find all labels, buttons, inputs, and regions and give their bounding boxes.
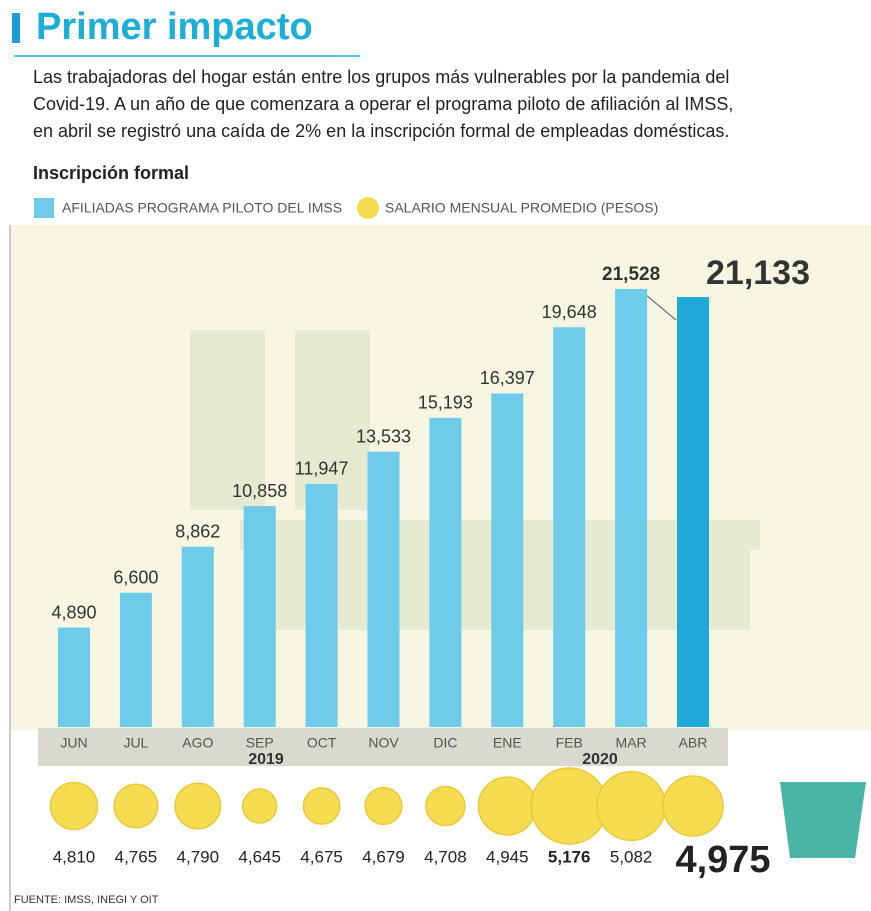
bar [58,628,90,727]
bar-value-label: 11,947 [295,459,349,479]
x-tick-label: FEB [556,735,583,751]
bar-value-label: 21,528 [602,264,660,285]
x-tick-label: ABR [679,735,708,751]
coin [303,788,339,824]
bar-value-label: 10,858 [232,481,287,501]
infographic: Primer impacto Las trabajadoras del hoga… [0,0,871,911]
x-tick-label: DIC [433,735,457,751]
chart-title: Primer impacto [36,6,313,48]
legend-swatch [34,198,54,218]
x-tick-label: AGO [182,735,213,751]
bar [182,547,214,727]
coin [114,784,157,827]
bar [429,418,461,727]
coin [175,783,220,828]
x-tick-label: JUL [123,735,148,751]
coin-value-label: 4,790 [177,847,220,866]
bucket-body [780,782,866,858]
coin [243,789,277,823]
subtitle: Inscripción formal [33,163,189,183]
coin-value-label: 4,675 [300,847,343,866]
bar-value-label: 15,193 [418,393,473,413]
coin [597,772,666,841]
coin-value-label: 4,945 [486,847,529,866]
legend-label: SALARIO MENSUAL PROMEDIO (PESOS) [385,200,658,216]
bar [615,289,647,727]
x-tick-label: SEP [246,735,274,751]
coin-value-label: 5,176 [548,847,591,866]
coin-value-label: 4,708 [424,847,467,866]
description-line: Covid-19. A un año de que comenzara a op… [33,94,733,114]
coin [50,782,97,829]
shelf [295,330,370,510]
coin [478,777,536,835]
year-label: 2020 [582,751,618,768]
coin-value-label: 4,975 [675,839,770,881]
bar-value-label: 19,648 [542,302,597,322]
legend-label: AFILIADAS PROGRAMA PILOTO DEL IMSS [62,200,342,216]
legend-coin [357,197,379,219]
coin-value-label: 4,645 [238,847,281,866]
coin-value-label: 5,082 [610,847,653,866]
bar [491,393,523,727]
coin-value-label: 4,810 [53,847,96,866]
title-marker [12,13,20,43]
x-tick-label: JUN [60,735,87,751]
bar-value-label: 13,533 [356,426,411,446]
bar-value-label: 8,862 [175,521,220,541]
bar [553,327,585,727]
bar [244,506,276,727]
coin [426,787,465,826]
bar-value-label: 16,397 [480,368,535,388]
x-tick-label: ENE [493,735,522,751]
bar [306,484,338,727]
x-tick-label: OCT [307,735,337,751]
bar [677,297,709,727]
source: FUENTE: IMSS, INEGI Y OIT [14,894,159,906]
x-tick-label: MAR [616,735,647,751]
bar-value-label: 6,600 [113,567,158,587]
coin [663,776,723,836]
bar-value-label: 4,890 [51,602,96,622]
x-tick-label: NOV [368,735,399,751]
bar-value-label: 21,133 [706,254,810,292]
coin-value-label: 4,679 [362,847,405,866]
year-label: 2019 [248,751,284,768]
bucket [780,782,866,858]
bar [368,452,400,727]
description-line: Las trabajadoras del hogar están entre l… [33,67,729,87]
bar [120,593,152,727]
coin-value-label: 4,765 [115,847,158,866]
description-line: en abril se registró una caída de 2% en … [33,121,729,141]
coin [365,788,402,825]
coin [531,768,607,844]
